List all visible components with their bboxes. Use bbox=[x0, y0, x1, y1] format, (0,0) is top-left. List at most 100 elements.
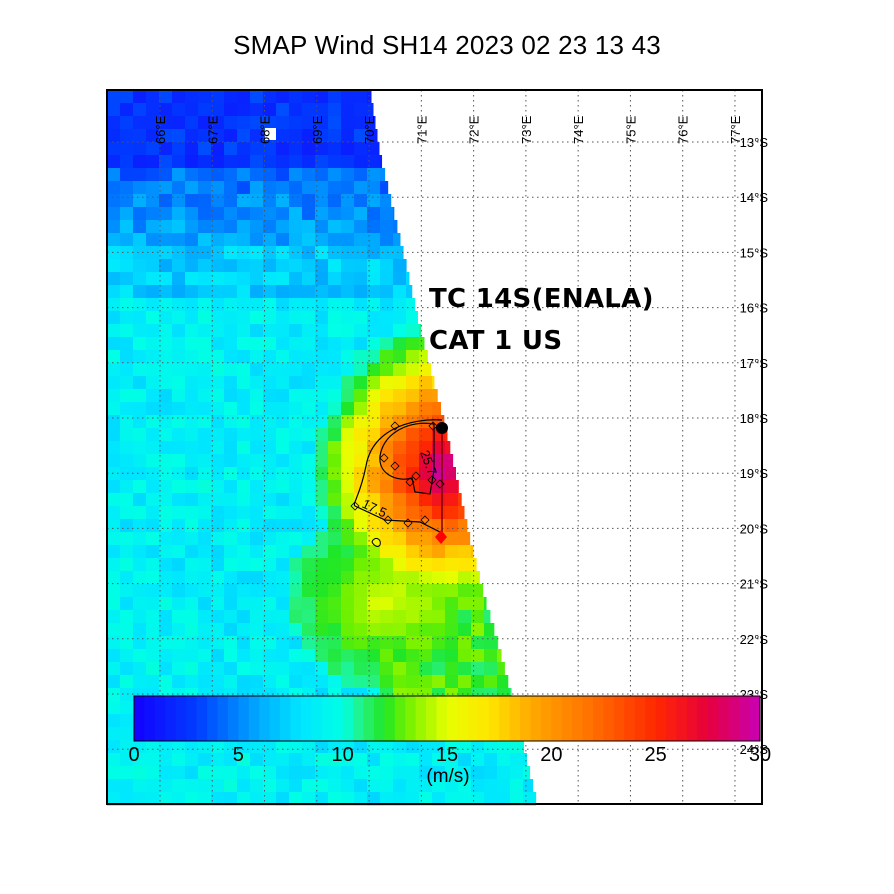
colorbar-segment bbox=[509, 696, 521, 741]
wind-cell bbox=[107, 168, 121, 182]
wind-cell bbox=[445, 623, 459, 637]
wind-cell bbox=[146, 142, 160, 156]
wind-cell bbox=[263, 610, 277, 624]
wind-cell bbox=[237, 142, 251, 156]
wind-cell bbox=[146, 376, 160, 390]
wind-cell bbox=[419, 649, 433, 663]
wind-cell bbox=[133, 493, 147, 507]
wind-cell bbox=[237, 220, 251, 234]
wind-cell bbox=[263, 337, 277, 351]
wind-cell bbox=[406, 272, 410, 286]
wind-cell bbox=[224, 207, 238, 221]
wind-cell bbox=[211, 168, 225, 182]
wind-cell bbox=[224, 233, 238, 247]
wind-cell bbox=[367, 519, 381, 533]
wind-cell bbox=[328, 584, 342, 598]
wind-cell bbox=[237, 766, 251, 780]
wind-cell bbox=[354, 220, 368, 234]
wind-cell bbox=[367, 246, 381, 260]
wind-cell bbox=[289, 610, 303, 624]
wind-cell bbox=[120, 779, 134, 793]
wind-cell bbox=[237, 350, 251, 364]
wind-cell bbox=[328, 90, 342, 104]
wind-cell bbox=[341, 636, 355, 650]
wind-cell bbox=[484, 792, 498, 806]
wind-cell bbox=[328, 454, 342, 468]
wind-cell bbox=[237, 662, 251, 676]
wind-cell bbox=[172, 597, 186, 611]
wind-cell bbox=[146, 597, 160, 611]
wind-cell bbox=[146, 441, 160, 455]
wind-cell bbox=[120, 285, 134, 299]
track-diamond bbox=[379, 453, 389, 463]
wind-cell bbox=[120, 636, 134, 650]
wind-cell bbox=[224, 467, 238, 481]
wind-cell bbox=[497, 649, 502, 663]
wind-cell bbox=[172, 766, 186, 780]
wind-cell bbox=[263, 792, 277, 806]
wind-cell bbox=[302, 155, 316, 169]
wind-cell bbox=[497, 636, 499, 650]
wind-cell bbox=[302, 792, 316, 806]
wind-cell bbox=[458, 493, 462, 507]
wind-cell bbox=[302, 220, 316, 234]
wind-cell bbox=[354, 142, 368, 156]
wind-cell bbox=[185, 389, 199, 403]
wind-cell bbox=[120, 207, 134, 221]
wind-cell bbox=[263, 363, 277, 377]
wind-cell bbox=[302, 636, 316, 650]
wind-cell bbox=[211, 571, 225, 585]
wind-cell bbox=[510, 688, 512, 702]
wind-cell bbox=[354, 740, 368, 754]
wind-cell bbox=[432, 493, 446, 507]
colorbar-segment bbox=[311, 696, 323, 741]
wind-cell bbox=[237, 584, 251, 598]
wind-cell bbox=[172, 779, 186, 793]
wind-cell bbox=[367, 324, 381, 338]
wind-cell bbox=[211, 376, 225, 390]
wind-cell bbox=[224, 571, 238, 585]
wind-cell bbox=[107, 480, 121, 494]
wind-cell bbox=[341, 350, 355, 364]
wind-cell bbox=[211, 623, 225, 637]
wind-cell bbox=[159, 103, 173, 117]
wind-cell bbox=[367, 545, 381, 559]
wind-cell bbox=[159, 194, 173, 208]
wind-cell bbox=[315, 389, 329, 403]
wind-cell bbox=[276, 90, 290, 104]
wind-cell bbox=[393, 649, 407, 663]
wind-cell bbox=[263, 649, 277, 663]
wind-cell bbox=[120, 350, 134, 364]
wind-cell bbox=[341, 142, 355, 156]
wind-cell bbox=[146, 311, 160, 325]
wind-cell bbox=[302, 740, 316, 754]
lat-label: 21°S bbox=[740, 577, 769, 592]
wind-cell bbox=[133, 246, 147, 260]
wind-cell bbox=[302, 246, 316, 260]
wind-cell bbox=[133, 571, 147, 585]
wind-cell bbox=[380, 155, 383, 169]
wind-cell bbox=[445, 792, 459, 806]
wind-cell bbox=[445, 753, 459, 767]
wind-cell bbox=[263, 623, 277, 637]
wind-cell bbox=[263, 298, 277, 312]
wind-cell bbox=[341, 740, 355, 754]
wind-cell bbox=[419, 324, 422, 338]
wind-cell bbox=[315, 649, 329, 663]
wind-cell bbox=[250, 467, 264, 481]
wind-cell bbox=[250, 194, 264, 208]
wind-cell bbox=[367, 142, 380, 156]
wind-cell bbox=[250, 155, 264, 169]
wind-cell bbox=[185, 480, 199, 494]
wind-cell bbox=[328, 519, 342, 533]
wind-cell bbox=[315, 584, 329, 598]
wind-cell bbox=[250, 584, 264, 598]
wind-cell bbox=[276, 155, 290, 169]
colorbar-segment bbox=[467, 696, 479, 741]
wind-cell bbox=[289, 155, 303, 169]
colorbar-tick-label: 30 bbox=[748, 744, 772, 766]
colorbar-segment bbox=[540, 696, 552, 741]
wind-cell bbox=[406, 636, 420, 650]
wind-cell bbox=[211, 493, 225, 507]
wind-cell bbox=[133, 129, 147, 143]
